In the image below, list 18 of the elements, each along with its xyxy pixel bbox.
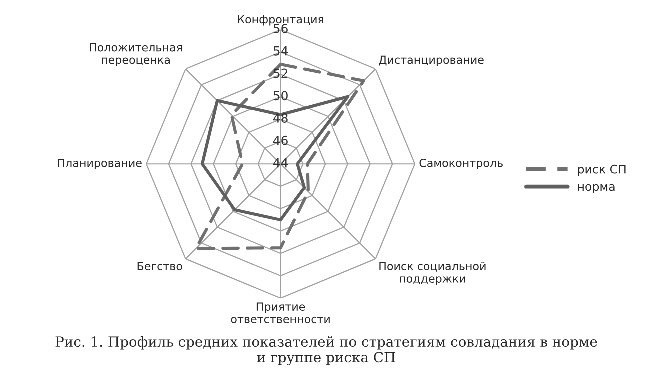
text: Рис. 1. Профиль средних показателей по стратегиям совладания в норме и группе риска СП bbox=[56, 336, 598, 366]
y-tick-label: 52 bbox=[274, 68, 288, 78]
spoke-label: Приятие ответственности bbox=[231, 302, 330, 324]
spoke-label: Положительная переоценка bbox=[90, 43, 182, 66]
y-tick-label: 56 bbox=[274, 24, 288, 34]
spoke-label: Конфронтация bbox=[238, 15, 324, 26]
y-tick-label: 46 bbox=[273, 136, 288, 146]
legend-label: норма bbox=[578, 184, 615, 194]
spoke-label: Поиск социальной поддержки bbox=[380, 262, 486, 286]
spoke-label: Дистанцирование bbox=[379, 56, 484, 66]
spoke-label: Самоконтроль bbox=[420, 158, 503, 170]
y-tick-label: 48 bbox=[273, 114, 288, 123]
legend-label: риск СП bbox=[578, 164, 626, 176]
spoke-label: Бегство bbox=[138, 262, 182, 271]
y-tick-label: 44 bbox=[273, 158, 288, 168]
y-tick-label: 54 bbox=[274, 46, 288, 56]
y-tick-label: 50 bbox=[274, 91, 288, 101]
spoke-label: Планирование bbox=[58, 159, 142, 170]
